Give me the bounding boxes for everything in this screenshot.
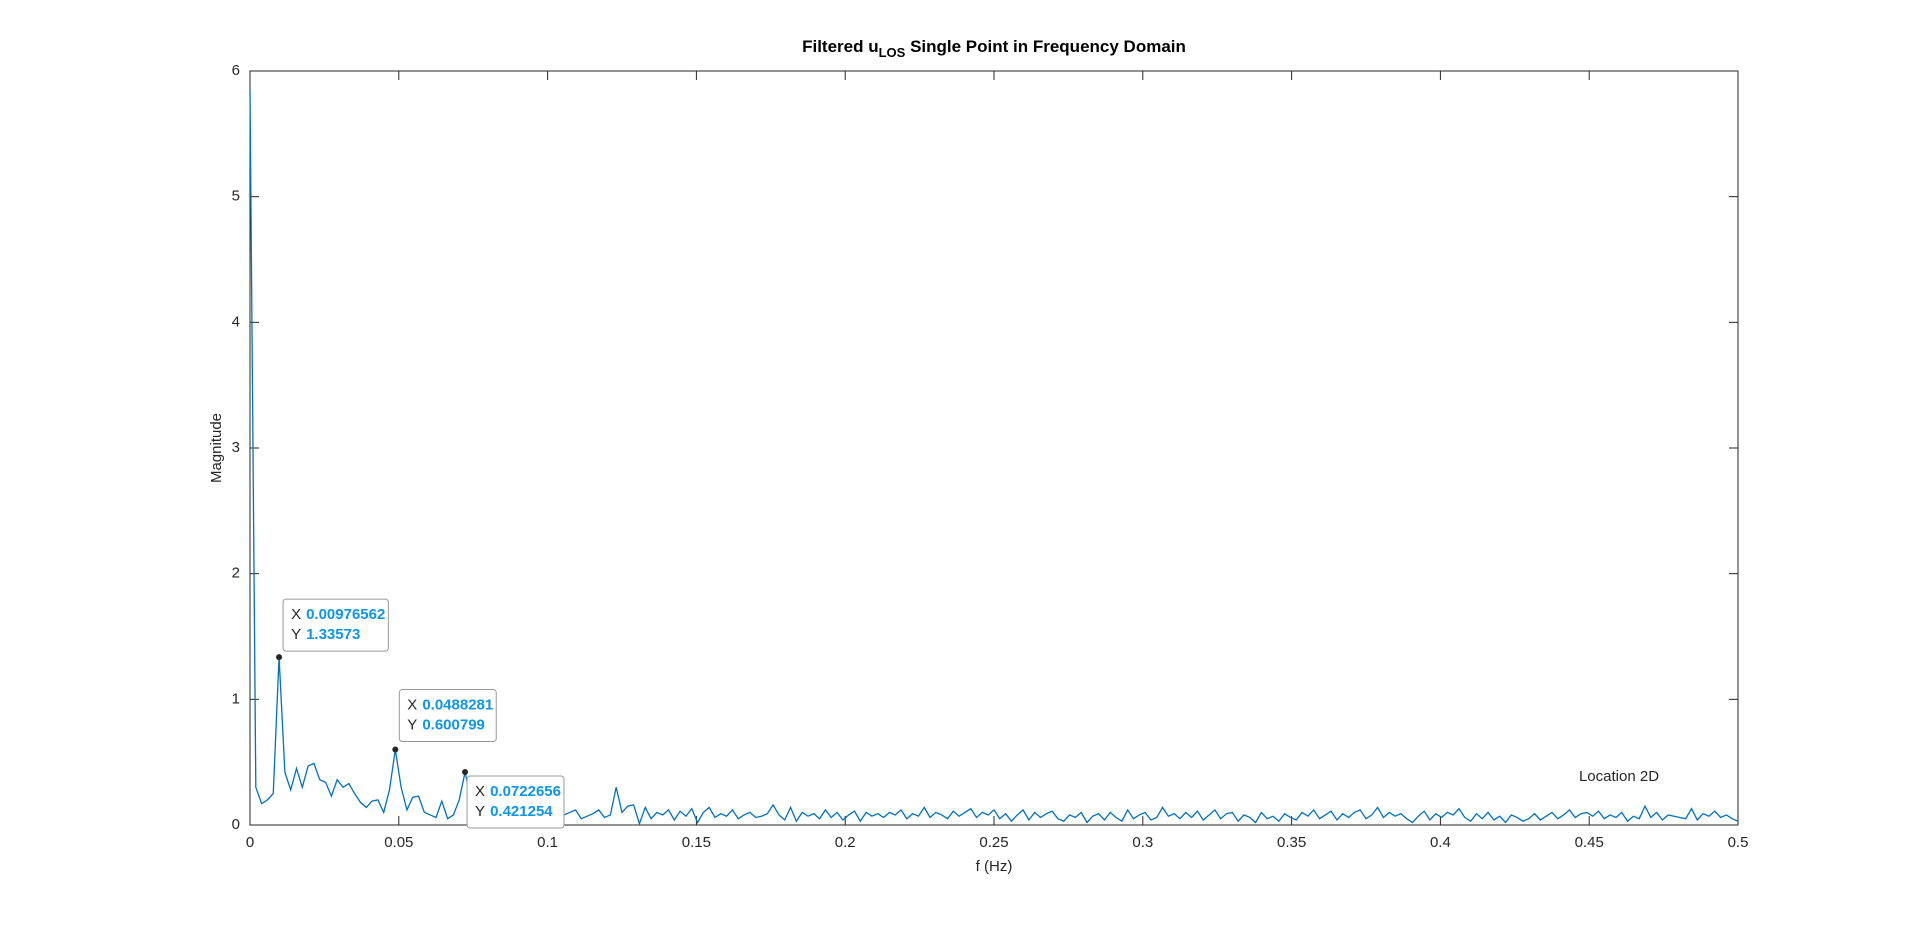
datatip-box <box>398 688 497 742</box>
datatip-y-value: 0.421254 <box>490 803 553 820</box>
x-tick-label: 0.25 <box>979 834 1008 851</box>
title-rest: Single Point in Frequency Domain <box>905 37 1186 56</box>
y-tick-label: 1 <box>232 690 240 707</box>
datatip-x-value: 0.0722656 <box>490 783 561 800</box>
datatip-point <box>392 746 399 753</box>
x-tick-label: 0 <box>246 834 254 851</box>
datatip: X 0.00976562 Y 1.33573 <box>276 598 389 661</box>
datatip-y-value: 1.33573 <box>306 626 360 643</box>
x-tick-label: 0.15 <box>682 834 711 851</box>
datatip-y-value: 0.600799 <box>422 716 485 733</box>
x-tick-label: 0.4 <box>1430 834 1451 851</box>
datatip-x: X 0.0488281 <box>407 696 493 713</box>
title-main: Filtered u <box>802 37 879 56</box>
x-tick-label: 0.3 <box>1132 834 1153 851</box>
datatip: X 0.0722656 Y 0.421254 <box>462 769 565 829</box>
plot-box <box>249 70 1739 826</box>
y-tick-label: 6 <box>232 62 240 79</box>
y-axis-label: Magnitude <box>208 413 225 483</box>
datatip-x-value: 0.00976562 <box>306 606 385 623</box>
datatip-y: Y 0.421254 <box>475 803 553 820</box>
datatip-point <box>462 769 469 776</box>
datatip-x: X 0.0722656 <box>475 783 561 800</box>
x-tick-label: 0.05 <box>384 834 413 851</box>
datatip: X 0.0488281 Y 0.600799 <box>392 688 497 753</box>
y-tick-label: 2 <box>232 565 240 582</box>
datatip-y: Y 0.600799 <box>407 716 485 733</box>
chart-title: Filtered uLOS Single Point in Frequency … <box>802 37 1186 60</box>
datatip-x: X 0.00976562 <box>291 606 385 623</box>
y-tick-label: 4 <box>232 313 240 330</box>
datatip-x-prefix: X <box>291 606 301 623</box>
datatip-box <box>466 775 565 829</box>
datatip-x-value: 0.0488281 <box>422 696 493 713</box>
datatip-x-prefix: X <box>475 783 485 800</box>
datatip-y-prefix: Y <box>291 626 301 643</box>
x-tick-label: 0.1 <box>537 834 558 851</box>
x-tick-label: 0.35 <box>1277 834 1306 851</box>
y-tick-label: 5 <box>232 188 240 205</box>
x-tick-label: 0.5 <box>1728 834 1749 851</box>
datatip-y-prefix: Y <box>407 716 417 733</box>
datatip-y-prefix: Y <box>475 803 485 820</box>
datatip-x-prefix: X <box>407 696 417 713</box>
y-tick-label: 0 <box>232 816 240 833</box>
y-tick-label: 3 <box>232 439 240 456</box>
x-tick-label: 0.45 <box>1575 834 1604 851</box>
x-tick-label: 0.2 <box>835 834 856 851</box>
title-subscript: LOS <box>879 45 906 60</box>
annotation: Location 2D <box>1579 768 1659 785</box>
datatip-point <box>276 654 283 661</box>
x-axis-label: f (Hz) <box>976 858 1013 875</box>
datatip-box <box>282 598 389 652</box>
datatip-y: Y 1.33573 <box>291 626 360 643</box>
